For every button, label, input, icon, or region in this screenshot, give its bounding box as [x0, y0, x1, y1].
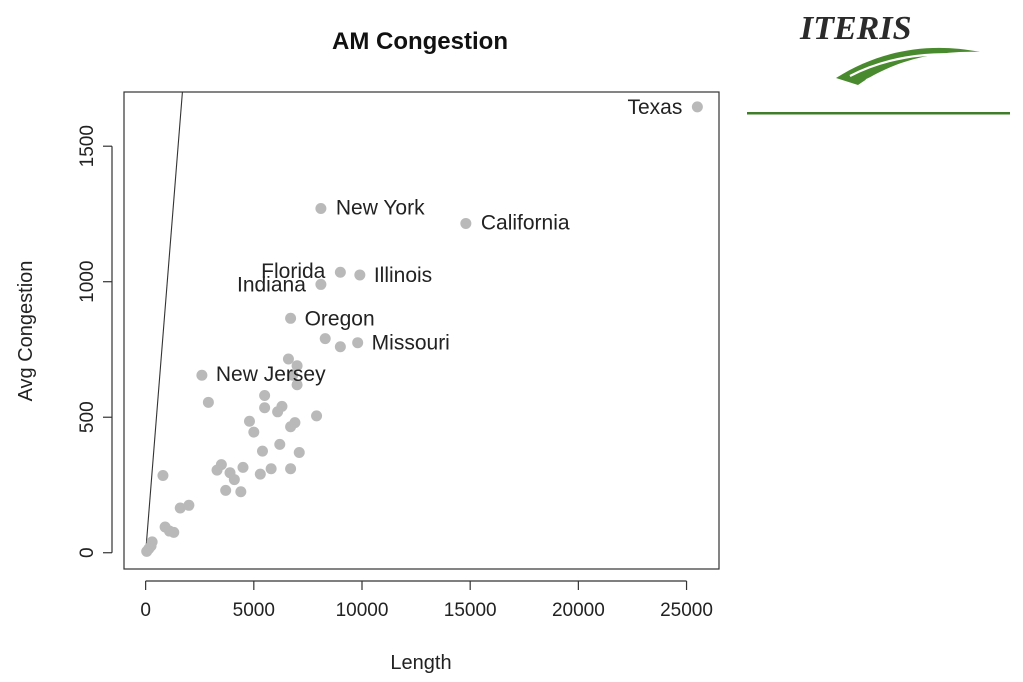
y-tick-label: 0 — [77, 547, 98, 558]
data-point — [196, 369, 208, 381]
data-point — [174, 502, 186, 514]
data-point — [243, 415, 255, 427]
data-point — [202, 396, 214, 408]
data-point — [220, 484, 232, 496]
point-label: Florida — [261, 260, 326, 283]
data-point — [291, 379, 303, 391]
point-label: Missouri — [372, 332, 450, 355]
reference-line-group — [145, 92, 183, 553]
data-point — [319, 333, 331, 345]
header-rule — [747, 112, 1010, 115]
data-point — [254, 468, 266, 480]
y-tick-label: 500 — [77, 401, 98, 433]
point-labels: Texas New York California Florida Illinois In… — [216, 96, 682, 386]
y-tick-label: 1500 — [77, 125, 98, 167]
x-tick-label: 5000 — [233, 600, 275, 621]
data-point — [334, 266, 346, 278]
data-point — [282, 353, 294, 365]
data-point — [211, 464, 223, 476]
data-point — [691, 101, 703, 113]
data-point — [237, 461, 249, 473]
data-point — [285, 421, 297, 433]
data-point — [256, 445, 268, 457]
x-tick-label: 20000 — [552, 600, 605, 621]
data-point — [460, 217, 472, 229]
y-axis-label: Avg Congestion — [15, 261, 37, 402]
point-label: New York — [336, 197, 425, 220]
data-point — [272, 406, 284, 418]
data-point — [315, 203, 327, 215]
point-label: Oregon — [305, 307, 375, 330]
data-point — [352, 337, 364, 349]
data-point — [315, 278, 327, 290]
plot-frame — [123, 91, 720, 570]
data-point — [157, 469, 169, 481]
data-point — [334, 341, 346, 353]
logo-text: ITERIS — [799, 10, 912, 47]
data-points — [141, 101, 703, 557]
data-point — [274, 438, 286, 450]
data-point — [248, 426, 260, 438]
y-tick-label: 1000 — [77, 261, 98, 303]
logo-swoosh-icon — [836, 47, 980, 85]
chart-title: AM Congestion — [332, 28, 508, 55]
data-point — [293, 446, 305, 458]
data-point — [354, 269, 366, 281]
logo-stripe-icon — [865, 60, 959, 81]
data-point — [168, 526, 180, 538]
reference-line — [145, 92, 183, 553]
point-label: Illinois — [374, 264, 432, 287]
data-point — [291, 360, 303, 372]
point-label: California — [481, 211, 570, 234]
data-point — [183, 499, 195, 511]
data-point — [228, 474, 240, 486]
data-point — [141, 545, 153, 557]
logo-stripe-icon — [849, 53, 963, 77]
x-tick-label: 0 — [140, 600, 151, 621]
data-point — [285, 312, 297, 324]
iteris-logo: ITERIS — [747, 10, 1010, 115]
axes: 0 5000 10000 15000 20000 25000 0 500 1000 1500 — [77, 125, 713, 621]
x-axis-label: Length — [390, 652, 451, 674]
point-label: Indiana — [237, 273, 306, 296]
data-point — [259, 390, 271, 402]
data-point — [259, 402, 271, 414]
data-point — [311, 410, 323, 422]
data-point — [285, 463, 297, 475]
x-tick-label: 10000 — [336, 600, 389, 621]
x-tick-label: 25000 — [660, 600, 713, 621]
point-label: New Jersey — [216, 363, 326, 386]
data-point — [265, 463, 277, 475]
x-tick-label: 15000 — [444, 600, 497, 621]
data-point — [235, 486, 247, 498]
point-label: Texas — [628, 96, 683, 119]
data-point — [287, 369, 299, 381]
